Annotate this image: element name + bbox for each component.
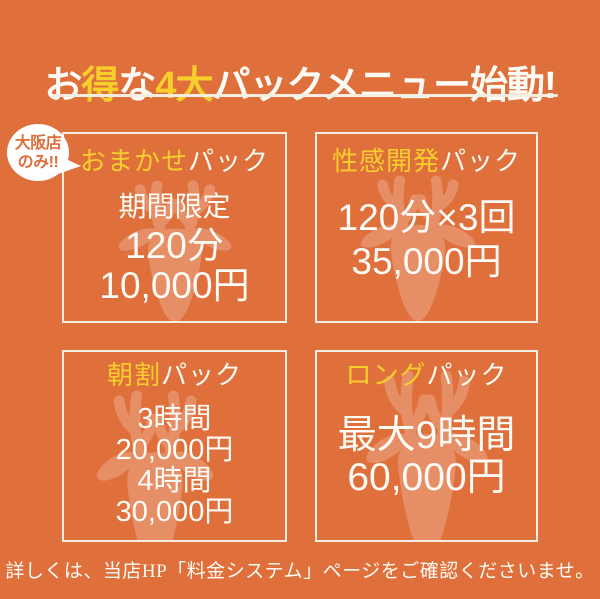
pack-title: おまかせパック (64, 148, 285, 174)
pack-title: 朝割パック (64, 362, 285, 388)
pack-line: 最大9時間 (337, 414, 516, 457)
pack-card-seikan-kaihatsu: 性感開発パック 120分×3回 35,000円 (315, 132, 538, 323)
pack-title-rest: パック (426, 360, 508, 390)
pack-line: 120分×3回 (337, 197, 516, 238)
pack-title-rest: パック (161, 360, 243, 390)
title-segment: パックメニュー始動! (212, 65, 557, 108)
pack-title-highlight: おまかせ (79, 146, 188, 176)
pack-title-highlight: ロング (345, 360, 427, 390)
title-segment-highlight: 4大 (155, 65, 213, 108)
title-segment: お (44, 65, 82, 108)
pack-line: 35,000円 (351, 241, 502, 282)
badge-line-1: 大阪店 (14, 134, 62, 152)
pack-line: 120分 (125, 225, 224, 266)
pack-line: 4時間 (137, 465, 212, 497)
pack-title-rest: パック (188, 146, 270, 176)
pack-line: 10,000円 (99, 265, 250, 306)
title-segment-highlight: 得 (81, 65, 119, 108)
pack-title-rest: パック (440, 146, 522, 176)
pack-title-highlight: 性感開発 (331, 146, 440, 176)
pack-line: 20,000円 (115, 434, 234, 466)
pack-card-asawari: 朝割パック 3時間 20,000円 4時間 30,000円 (62, 350, 287, 542)
pack-title-highlight: 朝割 (106, 360, 161, 390)
pack-card-omakase: おまかせパック 期間限定 120分 10,000円 (62, 132, 287, 323)
footer-note: 詳しくは、当店HP「料金システム」ページをご確認くださいませ。 (5, 561, 595, 582)
pack-line: 期間限定 (118, 191, 231, 222)
title-segment: な (118, 65, 156, 108)
pack-line: 30,000円 (115, 496, 234, 528)
pack-title: 性感開発パック (317, 148, 536, 174)
badge-line-2: のみ!! (17, 153, 59, 171)
pack-title: ロングパック (317, 362, 536, 388)
store-badge: 大阪店 のみ!! (7, 124, 69, 181)
page-title: お得な4大パックメニュー始動! (0, 65, 600, 107)
pack-card-long: ロングパック 最大9時間 60,000円 (315, 350, 538, 542)
title-underline (52, 94, 558, 97)
pack-line: 60,000円 (347, 456, 506, 499)
pack-line: 3時間 (137, 403, 212, 435)
